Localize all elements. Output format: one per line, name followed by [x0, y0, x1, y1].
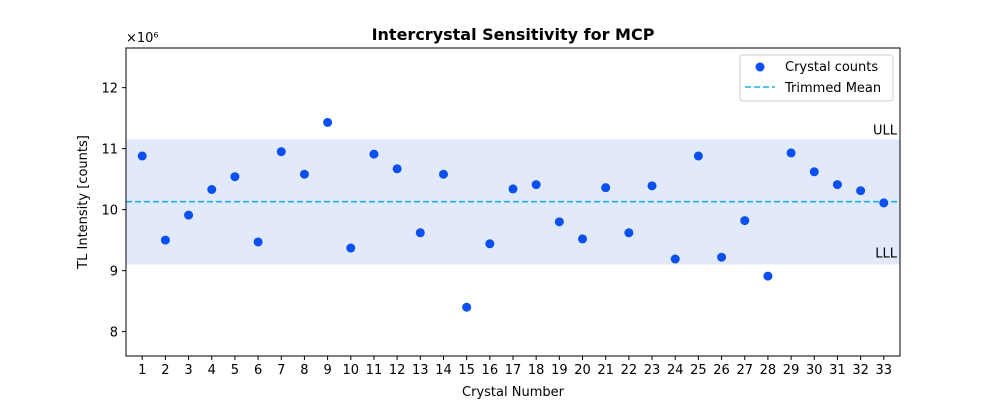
x-axis-ticks: 1 2 3 4 5 6 7 8 9 10 11 12 13 14 15 16 17 18 19 20 21 22 23 24 2…	[138, 356, 892, 378]
x-tick-label: 28	[760, 363, 777, 378]
data-point-crystal-5	[230, 172, 240, 182]
x-tick-label: 16	[482, 363, 499, 378]
data-point-crystal-16	[485, 239, 495, 249]
band-upper-label: ULL	[873, 123, 898, 138]
y-tick-label: 10	[101, 204, 118, 219]
x-tick-label: 10	[343, 363, 360, 378]
legend: Crystal counts Trimmed Mean	[739, 54, 894, 102]
x-tick-label: 19	[551, 363, 568, 378]
x-tick-label: 6	[254, 363, 262, 378]
data-point-crystal-24	[670, 254, 680, 264]
data-point-crystal-32	[856, 186, 866, 196]
legend-box	[739, 54, 894, 102]
data-point-crystal-11	[369, 149, 379, 159]
x-tick-label: 8	[300, 363, 308, 378]
x-tick-label: 2	[161, 363, 169, 378]
legend-label-trimmed-mean: Trimmed Mean	[784, 81, 881, 96]
data-point-crystal-27	[740, 216, 750, 226]
x-tick-label: 13	[412, 363, 429, 378]
x-tick-label: 26	[713, 363, 730, 378]
data-point-crystal-29	[786, 148, 796, 158]
data-point-crystal-15	[462, 302, 472, 312]
data-point-crystal-26	[717, 252, 727, 262]
data-point-crystal-21	[601, 183, 611, 193]
legend-label-crystal-counts: Crystal counts	[785, 60, 878, 75]
legend-marker-crystal-counts	[755, 62, 765, 72]
x-tick-label: 15	[458, 363, 475, 378]
data-point-crystal-31	[832, 180, 842, 190]
x-tick-label: 25	[690, 363, 707, 378]
y-tick-label: 11	[101, 143, 118, 158]
data-point-crystal-9	[323, 117, 333, 127]
x-tick-label: 27	[736, 363, 753, 378]
x-tick-label: 4	[208, 363, 216, 378]
data-point-crystal-4	[207, 184, 217, 194]
x-tick-label: 31	[829, 363, 846, 378]
data-point-crystal-22	[624, 228, 634, 238]
y-axis-label: TL Intensity [counts]	[76, 135, 91, 270]
data-point-crystal-13	[415, 228, 425, 238]
data-point-crystal-18	[531, 180, 541, 190]
x-tick-label: 30	[806, 363, 823, 378]
data-point-crystal-7	[276, 147, 286, 157]
data-points	[137, 117, 889, 312]
x-tick-label: 7	[277, 363, 285, 378]
data-point-crystal-19	[554, 217, 564, 227]
x-tick-label: 22	[621, 363, 638, 378]
x-tick-label: 21	[597, 363, 614, 378]
data-point-crystal-2	[160, 235, 170, 245]
x-tick-label: 18	[528, 363, 545, 378]
chart-title: Intercrystal Sensitivity for MCP	[372, 25, 655, 44]
x-axis-label: Crystal Number	[462, 385, 565, 400]
x-tick-label: 29	[783, 363, 800, 378]
data-point-crystal-6	[253, 237, 263, 247]
x-tick-label: 9	[323, 363, 331, 378]
data-point-crystal-12	[392, 164, 402, 174]
data-point-crystal-33	[879, 198, 889, 208]
data-point-crystal-25	[693, 151, 703, 161]
y-tick-label: 8	[110, 326, 118, 341]
x-tick-label: 5	[231, 363, 239, 378]
data-point-crystal-20	[578, 234, 588, 244]
x-tick-label: 17	[505, 363, 522, 378]
x-tick-label: 3	[184, 363, 192, 378]
data-point-crystal-8	[299, 169, 309, 179]
data-point-crystal-17	[508, 184, 518, 194]
data-point-crystal-28	[763, 271, 773, 281]
data-point-crystal-1	[137, 151, 147, 161]
x-tick-label: 32	[852, 363, 869, 378]
x-tick-label: 23	[644, 363, 661, 378]
y-axis-ticks: 8 9 10 11 12	[101, 82, 126, 341]
x-tick-label: 20	[574, 363, 591, 378]
x-tick-label: 33	[876, 363, 893, 378]
data-point-crystal-23	[647, 181, 657, 191]
band-lower-label: LLL	[875, 247, 897, 262]
x-tick-label: 14	[435, 363, 452, 378]
data-point-crystal-14	[438, 169, 448, 179]
y-tick-label: 12	[101, 82, 118, 97]
data-point-crystal-30	[809, 167, 819, 177]
y-multiplier-label: ×10⁶	[126, 31, 159, 46]
x-tick-label: 12	[389, 363, 406, 378]
x-tick-label: 11	[366, 363, 383, 378]
x-tick-label: 1	[138, 363, 146, 378]
y-tick-label: 9	[110, 265, 118, 280]
data-point-crystal-3	[184, 210, 194, 220]
x-tick-label: 24	[667, 363, 684, 378]
data-point-crystal-10	[346, 243, 356, 253]
